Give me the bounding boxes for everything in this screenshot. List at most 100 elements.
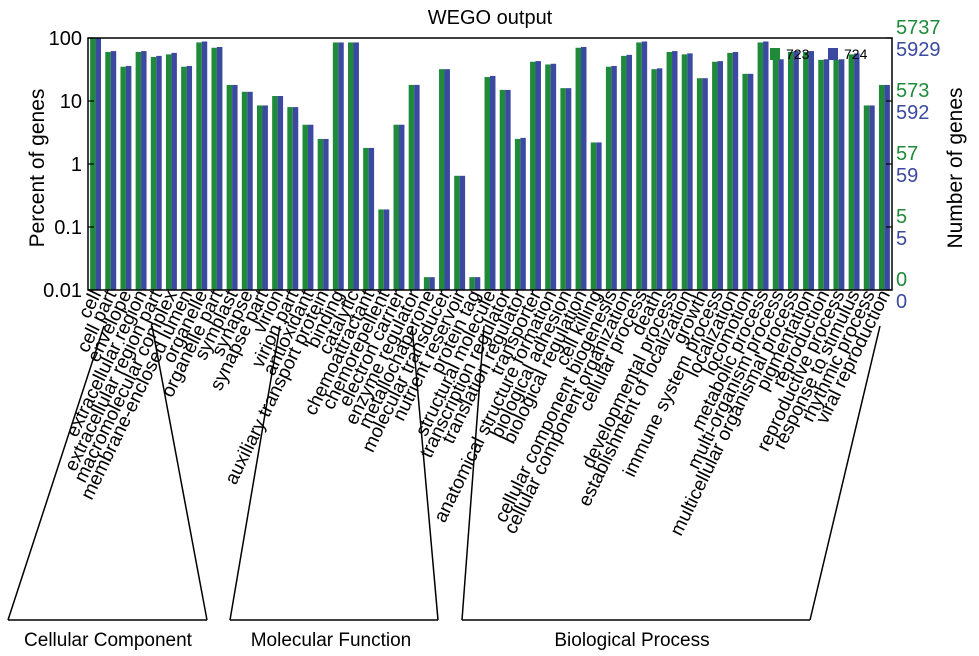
bar-724-11 <box>262 105 268 290</box>
bar-724-19 <box>383 209 390 290</box>
bar-723-4 <box>150 56 157 291</box>
bar-723-22 <box>423 277 430 290</box>
bar-723-34 <box>605 66 612 290</box>
bar-723-12 <box>272 96 278 290</box>
bar-724-28 <box>520 137 526 290</box>
bar-723-11 <box>256 105 263 290</box>
bar-723-9 <box>226 84 233 290</box>
right-tick-label-724: 0 <box>896 291 907 313</box>
bar-724-50 <box>854 53 860 290</box>
right-tick-label-724: 5 <box>896 228 907 250</box>
bar-724-45 <box>778 59 784 290</box>
bar-723-44 <box>757 42 764 291</box>
right-tick-label-723: 573 <box>896 80 929 102</box>
bar-723-20 <box>393 124 399 291</box>
group-brackets: Cellular Component Molecular Function Biol… <box>7 325 881 651</box>
bar-724-49 <box>838 59 845 290</box>
bar-723-17 <box>348 42 354 291</box>
bar-724-23 <box>444 69 450 291</box>
legend: 723 724 <box>770 46 868 62</box>
bar-724-21 <box>414 84 420 290</box>
bar-724-51 <box>869 105 875 290</box>
ticks-layer: 100 10 1 0.1 0.01 5737 573 57 5 0 5929 592 59 5 0 <box>43 17 940 313</box>
bar-724-48 <box>823 59 830 290</box>
bar-724-14 <box>307 124 314 291</box>
group-bracket-left <box>7 325 105 621</box>
bar-724-31 <box>565 88 572 290</box>
bar-723-10 <box>241 91 248 290</box>
bar-723-19 <box>378 209 384 290</box>
left-tick-label: 0.1 <box>54 217 82 239</box>
bar-724-30 <box>550 63 557 291</box>
right-tick-label-723: 5737 <box>896 17 941 39</box>
bar-723-47 <box>803 51 809 291</box>
bar-723-26 <box>484 77 490 290</box>
right-tick-label-723: 0 <box>896 269 907 291</box>
bar-724-10 <box>247 91 253 290</box>
bar-724-5 <box>171 52 177 291</box>
right-tick-label-723: 57 <box>896 143 918 165</box>
bar-724-4 <box>156 55 162 290</box>
bar-724-38 <box>672 51 678 290</box>
group-bracket-left <box>229 325 281 621</box>
bar-724-29 <box>535 61 541 291</box>
right-tick-label-724: 592 <box>896 102 929 124</box>
bar-723-5 <box>165 54 172 290</box>
legend-swatch-723 <box>770 48 780 60</box>
bar-723-45 <box>772 59 779 290</box>
bar-723-30 <box>545 64 551 290</box>
bar-723-35 <box>621 55 627 290</box>
bar-723-7 <box>196 42 202 291</box>
bar-724-44 <box>763 41 769 290</box>
bar-723-18 <box>363 147 369 290</box>
bar-723-3 <box>135 51 142 291</box>
bar-724-15 <box>323 138 329 290</box>
bar-723-23 <box>439 69 445 291</box>
bars-layer <box>90 38 890 291</box>
bar-724-36 <box>641 41 648 290</box>
bar-724-39 <box>687 53 693 290</box>
bar-724-26 <box>490 75 496 291</box>
bar-724-37 <box>656 68 663 290</box>
bar-723-32 <box>575 47 582 291</box>
bar-724-3 <box>141 51 147 290</box>
group-label: Cellular Component <box>24 630 193 651</box>
bar-724-20 <box>398 124 405 291</box>
right-tick-label-724: 5929 <box>896 39 941 61</box>
bar-723-52 <box>878 84 885 290</box>
bar-724-46 <box>793 51 799 290</box>
bar-723-15 <box>317 138 324 290</box>
left-tick-label: 10 <box>60 91 82 113</box>
bar-723-16 <box>332 42 339 291</box>
bar-724-0 <box>95 38 102 290</box>
bar-723-41 <box>712 61 718 290</box>
bar-724-6 <box>186 65 193 290</box>
bar-723-38 <box>666 51 673 291</box>
bar-723-48 <box>818 59 824 290</box>
right-tick-label-723: 5 <box>896 206 907 228</box>
left-tick-label: 0.01 <box>43 280 82 302</box>
bar-723-25 <box>469 277 475 290</box>
bar-724-16 <box>338 42 344 291</box>
bar-723-40 <box>696 78 703 291</box>
bar-724-52 <box>884 84 890 290</box>
bar-724-27 <box>505 89 511 290</box>
bar-724-35 <box>626 54 632 290</box>
bar-723-21 <box>408 84 415 290</box>
left-tick-label: 1 <box>71 154 82 176</box>
bar-724-41 <box>717 61 724 291</box>
group-label: Molecular Function <box>251 630 412 651</box>
bar-723-13 <box>287 107 293 290</box>
bar-723-24 <box>454 175 460 290</box>
group-bracket-right <box>411 325 439 621</box>
group-bracket-right <box>809 325 881 621</box>
bar-724-18 <box>368 147 375 290</box>
bar-723-36 <box>636 42 642 291</box>
bar-723-2 <box>120 66 126 290</box>
legend-label-724: 724 <box>844 46 868 62</box>
bar-723-50 <box>848 54 855 290</box>
legend-label-723: 723 <box>786 46 810 62</box>
bar-724-47 <box>808 51 815 290</box>
bar-723-29 <box>530 61 536 290</box>
